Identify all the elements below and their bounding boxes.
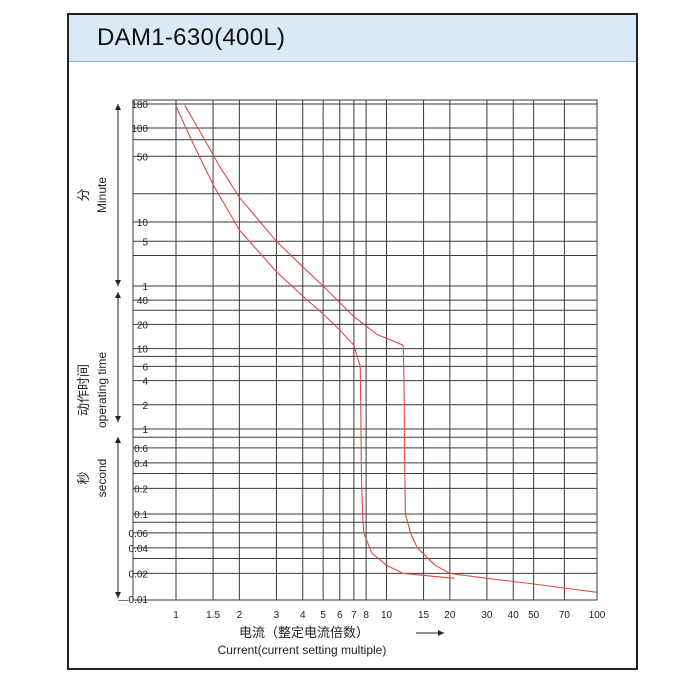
y-tick-label: 1 — [142, 282, 148, 293]
y-range-arrow-head-up — [115, 104, 121, 110]
x-tick-label: 8 — [363, 610, 369, 621]
y-tick-label: 0.02 — [129, 569, 149, 580]
x-tick-label: 30 — [481, 610, 493, 621]
x-tick-label: 1 — [173, 610, 179, 621]
y-tick-label: 100 — [131, 124, 148, 135]
y-tick-label: 4 — [142, 377, 148, 388]
y-tick-label: 20 — [137, 320, 149, 331]
y-tick-label: 180 — [131, 100, 148, 111]
x-tick-label: 5 — [320, 610, 326, 621]
y-tick-label: 40 — [137, 296, 149, 307]
y-unit-cn-label: 分 — [76, 188, 91, 201]
chart-frame: DAM1-630(400L) — [67, 13, 638, 670]
y-range-arrow-head-down — [115, 592, 121, 598]
y-unit-cn-label: 秒 — [76, 471, 91, 484]
plot-border — [132, 99, 598, 601]
y-tick-label: 10 — [137, 345, 149, 356]
title-bar: DAM1-630(400L) — [69, 15, 636, 62]
y-unit-cn-label: 动作时间 — [76, 364, 91, 416]
y-tick-label: 0.04 — [129, 544, 149, 555]
y-unit-en-label: Minute — [95, 177, 109, 213]
x-tick-label: 100 — [589, 610, 606, 621]
y-tick-label: —0.01 — [119, 595, 149, 606]
y-tick-label: 5 — [142, 237, 148, 248]
y-tick-label: 0.4 — [134, 459, 148, 470]
x-tick-label: 15 — [418, 610, 430, 621]
y-range-arrow-head-up — [115, 437, 121, 443]
x-axis-label-en: Current(current setting multiple) — [218, 643, 387, 657]
y-tick-label: 50 — [137, 152, 149, 163]
y-tick-label: 0.6 — [134, 444, 148, 455]
x-tick-label: 1.5 — [206, 610, 220, 621]
tripping-curve-lower — [175, 106, 455, 579]
y-range-arrow-head-down — [115, 280, 121, 286]
x-tick-label: 6 — [337, 610, 343, 621]
x-tick-label: 4 — [300, 610, 306, 621]
x-tick-label: 10 — [381, 610, 393, 621]
x-axis-arrow-head — [438, 630, 444, 636]
y-range-arrow-head-down — [115, 416, 121, 422]
y-unit-en-label: operating time — [95, 352, 109, 428]
y-tick-label: 0.2 — [134, 484, 148, 495]
x-tick-label: 7 — [351, 610, 357, 621]
x-tick-label: 2 — [237, 610, 243, 621]
x-tick-label: 50 — [528, 610, 540, 621]
x-tick-label: 40 — [508, 610, 520, 621]
y-unit-en-label: second — [95, 459, 109, 498]
x-axis-label-cn: 电流（整定电流倍数） — [239, 625, 369, 640]
chart-title: DAM1-630(400L) — [97, 24, 286, 51]
y-tick-label: 10 — [137, 218, 149, 229]
y-range-arrow-head-up — [115, 292, 121, 298]
x-tick-label: 3 — [274, 610, 280, 621]
y-tick-label: 2 — [142, 401, 148, 412]
x-tick-label: 20 — [444, 610, 456, 621]
y-tick-label: 0.1 — [134, 510, 148, 521]
tripping-curve-upper — [184, 104, 598, 593]
y-tick-label: 0.06 — [129, 529, 149, 540]
x-tick-label: 70 — [559, 610, 571, 621]
y-tick-label: 1 — [142, 425, 148, 436]
y-tick-label: 6 — [142, 362, 148, 373]
